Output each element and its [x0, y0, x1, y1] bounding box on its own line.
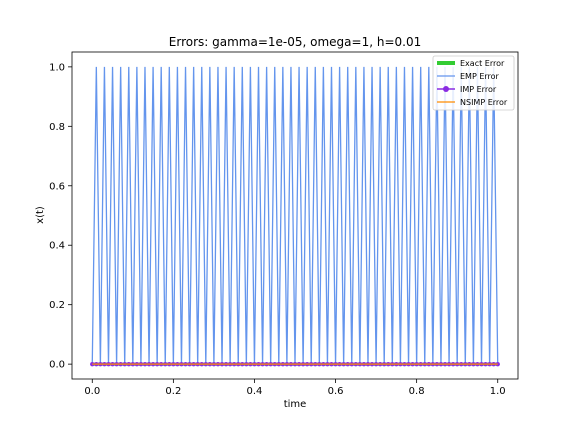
- plot-frame: [71, 51, 519, 380]
- legend-label-0: Exact Error: [460, 59, 505, 68]
- x-tick-label-2: 0.4: [247, 386, 263, 397]
- x-tick-label-5: 1.0: [490, 386, 506, 397]
- y-tick-label-2: 0.4: [49, 241, 65, 252]
- legend-label-2: IMP Error: [460, 85, 497, 94]
- y-tick-label-5: 1.0: [49, 62, 65, 73]
- x-tick-label-4: 0.8: [409, 386, 425, 397]
- x-tick-label-1: 0.2: [165, 386, 181, 397]
- legend: Exact Error EMP Error IMP Error NSIMP Error: [432, 55, 515, 111]
- x-tick-label-0: 0.0: [84, 386, 100, 397]
- x-axis: 0.0 0.2 0.4 0.6 0.8 1.0: [84, 379, 506, 397]
- y-tick-label-0: 0.0: [49, 360, 65, 371]
- legend-box: [432, 55, 515, 111]
- x-axis-label: time: [284, 399, 307, 410]
- y-axis-label: x(t): [35, 206, 46, 224]
- y-tick-label-3: 0.6: [49, 181, 65, 192]
- legend-marker-2: [443, 86, 449, 92]
- y-tick-label-1: 0.2: [49, 300, 65, 311]
- y-tick-label-4: 0.8: [49, 122, 65, 133]
- x-tick-label-3: 0.6: [328, 386, 344, 397]
- chart-title: Errors: gamma=1e-05, omega=1, h=0.01: [169, 35, 421, 49]
- legend-label-3: NSIMP Error: [460, 98, 508, 107]
- y-axis: 0.0 0.2 0.4 0.6 0.8 1.0: [49, 62, 72, 371]
- series-layer: [90, 66, 500, 367]
- legend-label-1: EMP Error: [460, 72, 500, 81]
